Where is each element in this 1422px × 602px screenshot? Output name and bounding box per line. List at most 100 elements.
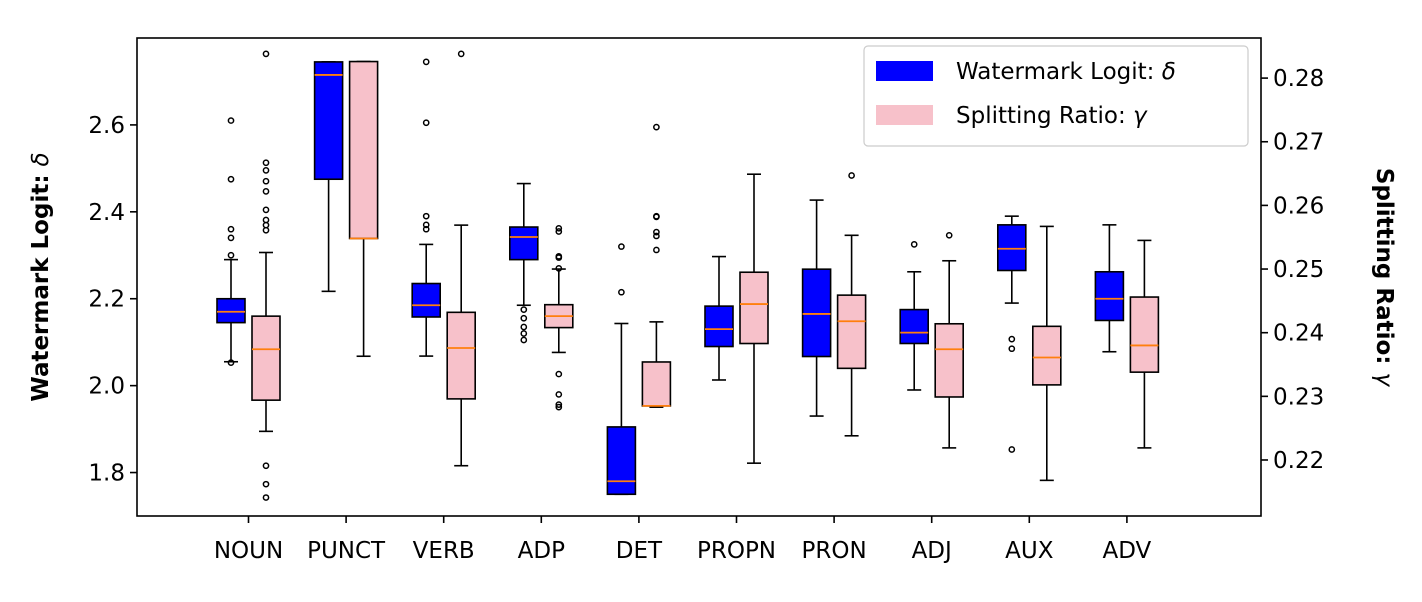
right-y-axis: 0.22 0.23 0.24 0.25 0.26 0.27 0.28 <box>1261 66 1324 474</box>
box-splitting-ratio-verb <box>446 50 477 467</box>
box-splitting-ratio-propn <box>739 173 769 464</box>
legend-label-splitting-ratio: Splitting Ratio: γ <box>956 103 1148 129</box>
outlier-point <box>653 228 660 236</box>
legend-swatch-watermark-logit <box>876 61 933 81</box>
box-body <box>899 308 930 345</box>
x-tick-label-det: DET <box>616 538 663 564</box>
outlier-point <box>227 251 235 259</box>
outlier-point <box>262 177 270 185</box>
outlier-point <box>262 206 270 214</box>
left-tick-label: 1.8 <box>88 461 125 487</box>
legend-label-splitting-ratio-symbol: γ <box>1133 103 1148 129</box>
right-tick-label: 0.26 <box>1273 193 1324 219</box>
outlier-point <box>262 159 270 167</box>
plot-frame <box>136 37 1262 517</box>
box-splitting-ratio-noun <box>251 50 281 501</box>
left-axis-title-text: Watermark Logit: <box>28 166 54 401</box>
outlier-point <box>457 50 465 58</box>
left-tick-label: 2.0 <box>88 374 125 400</box>
outlier-point <box>262 167 270 174</box>
left-axis-title-symbol: δ <box>28 152 54 166</box>
box-watermark-logit-aux <box>996 215 1027 453</box>
plot-area <box>216 50 1160 501</box>
box-body <box>934 322 965 398</box>
outlier-point <box>945 231 953 239</box>
right-axis-title-text: Splitting Ratio: <box>1371 168 1397 373</box>
outlier-point <box>520 306 528 313</box>
left-axis-title: Watermark Logit: δ <box>28 152 54 401</box>
outlier-point <box>262 462 270 470</box>
box-splitting-ratio-det <box>641 123 672 408</box>
left-tick-label: 2.4 <box>88 200 125 226</box>
x-tick-label-punct: PUNCT <box>307 538 386 564</box>
legend-label-watermark-logit-text: Watermark Logit: <box>956 59 1162 85</box>
outlier-point <box>618 288 625 296</box>
outlier-point <box>262 480 270 488</box>
outlier-point <box>1008 345 1016 353</box>
outlier-point <box>1008 446 1016 453</box>
outlier-point <box>422 221 430 229</box>
right-axis-title-symbol: γ <box>1371 373 1397 388</box>
box-body <box>446 311 477 400</box>
outlier-point <box>262 494 270 501</box>
outlier-point <box>555 370 563 378</box>
outlier-point <box>520 336 528 344</box>
outlier-point <box>653 123 660 131</box>
x-tick-label-propn: PROPN <box>697 538 776 564</box>
outlier-point <box>422 225 430 233</box>
x-tick-label-adj: ADJ <box>912 538 952 564</box>
box-body <box>836 294 867 370</box>
outlier-point <box>520 314 528 322</box>
outlier-point <box>227 359 235 366</box>
outlier-point <box>618 243 625 250</box>
box-body <box>704 305 734 348</box>
outlier-point <box>262 50 270 58</box>
box-watermark-logit-propn <box>704 255 734 381</box>
right-axis-title: Splitting Ratio: γ <box>1371 168 1397 388</box>
outlier-point <box>422 212 430 220</box>
box-body <box>739 271 769 345</box>
box-body <box>348 60 379 240</box>
box-body <box>313 61 344 181</box>
outlier-point <box>653 212 660 220</box>
box-body <box>411 282 442 318</box>
box-body <box>606 426 637 496</box>
box-watermark-logit-punct <box>313 61 344 293</box>
x-tick-label-adv: ADV <box>1103 538 1152 564</box>
box-splitting-ratio-punct <box>348 60 379 358</box>
box-watermark-logit-verb <box>411 58 442 357</box>
right-tick-label: 0.23 <box>1273 384 1324 410</box>
x-tick-label-adp: ADP <box>518 538 565 564</box>
box-body <box>801 268 832 358</box>
outlier-point <box>422 58 430 66</box>
box-watermark-logit-noun <box>216 117 246 366</box>
right-tick-label: 0.28 <box>1273 66 1324 92</box>
outlier-point <box>262 188 270 195</box>
right-tick-label: 0.24 <box>1273 321 1324 347</box>
box-body <box>216 297 246 324</box>
outlier-point <box>422 119 430 127</box>
x-tick-label-noun: NOUN <box>214 538 283 564</box>
outlier-point <box>520 330 528 337</box>
outlier-point <box>555 252 563 260</box>
box-watermark-logit-det <box>606 243 637 496</box>
outlier-point <box>1008 335 1016 343</box>
outlier-point <box>227 225 235 233</box>
outlier-point <box>555 391 563 398</box>
box-body <box>508 226 539 261</box>
box-splitting-ratio-aux <box>1032 225 1062 482</box>
legend-swatch-splitting-ratio <box>876 105 933 125</box>
right-tick-label: 0.22 <box>1273 448 1324 474</box>
box-watermark-logit-adv <box>1094 224 1125 353</box>
outlier-point <box>848 172 855 179</box>
outlier-point <box>227 234 235 242</box>
box-splitting-ratio-adp <box>543 224 574 411</box>
box-body <box>1094 270 1125 322</box>
legend-label-watermark-logit-symbol: δ <box>1162 59 1176 85</box>
outlier-point <box>227 117 235 124</box>
x-axis: NOUN PUNCT VERB ADP DET PROPN PRON ADJ AUX ADV <box>214 516 1152 564</box>
legend-frame <box>863 45 1249 147</box>
legend: Watermark Logit: δ Splitting Ratio: γ <box>863 45 1249 147</box>
outlier-point <box>262 216 270 224</box>
